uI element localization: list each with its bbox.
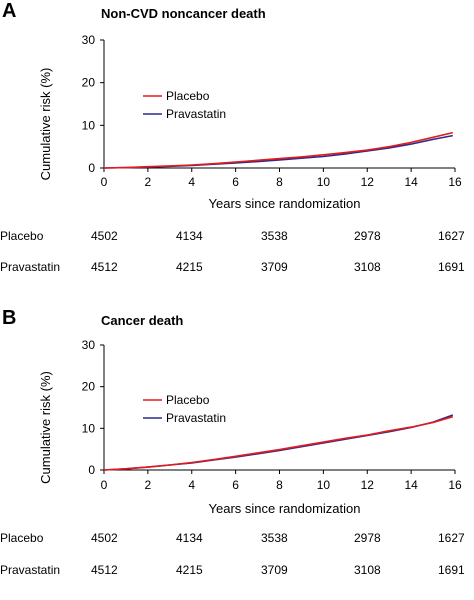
risk-row-label: Placebo <box>0 531 44 545</box>
risk-row-pravastatin: Pravastatin 4512 4215 3709 3108 1691 <box>0 260 474 278</box>
x-tick-label: 6 <box>232 478 239 492</box>
x-tick-label: 12 <box>361 478 375 492</box>
series-line-placebo <box>103 415 454 471</box>
legend-label: Placebo <box>166 89 210 103</box>
risk-value: 1691 <box>438 563 465 577</box>
risk-value: 2978 <box>354 229 381 243</box>
risk-value: 4215 <box>176 563 203 577</box>
risk-row-label: Pravastatin <box>0 260 61 274</box>
risk-value: 1627 <box>438 229 465 243</box>
risk-row-placebo: Placebo 4502 4134 3538 2978 1627 <box>0 531 474 549</box>
risk-value: 3709 <box>261 563 288 577</box>
risk-row-label: Pravastatin <box>0 563 61 577</box>
panel-a: A Non-CVD noncancer death 0 10 20 30 0 2 4 6 8 10… <box>0 0 474 278</box>
x-tick-label: 16 <box>448 175 462 189</box>
x-tick-label: 14 <box>404 175 418 189</box>
risk-value: 4512 <box>91 260 118 274</box>
x-axis-label: Years since randomization <box>209 196 361 211</box>
risk-value: 1691 <box>438 260 465 274</box>
risk-value: 3108 <box>354 260 381 274</box>
y-tick-label: 20 <box>82 76 96 90</box>
series-line-placebo <box>103 131 453 169</box>
chart-title: Cancer death <box>101 313 184 328</box>
x-tick-label: 16 <box>448 478 462 492</box>
chart-plot: 0 10 20 30 0 2 4 6 8 10 12 14 16 Years since randomiz… <box>38 338 462 516</box>
x-tick-label: 8 <box>276 478 283 492</box>
risk-value: 3538 <box>261 531 288 545</box>
risk-value: 3709 <box>261 260 288 274</box>
x-tick-label: 12 <box>361 175 375 189</box>
chart-title: Non-CVD noncancer death <box>101 6 266 21</box>
x-tick-label: 2 <box>145 478 152 492</box>
risk-value: 4134 <box>176 229 203 243</box>
panel-b: B Cancer death 0 10 20 30 0 2 4 6 8 10 12 14 16 Years… <box>0 300 474 600</box>
panel-letter: A <box>2 0 17 22</box>
y-axis-label: Cumulative risk (%) <box>38 371 53 484</box>
legend-label: Placebo <box>166 393 210 407</box>
y-axis-label: Cumulative risk (%) <box>38 68 53 181</box>
risk-value: 1627 <box>438 531 465 545</box>
chart-plot: 0 10 20 30 0 2 4 6 8 10 12 14 16 Years since randomiz… <box>38 33 462 211</box>
y-tick-label: 30 <box>82 33 96 47</box>
panel-letter: B <box>2 307 17 329</box>
y-tick-label: 30 <box>82 338 96 352</box>
y-tick-label: 0 <box>88 463 95 477</box>
y-tick-label: 10 <box>82 421 96 435</box>
x-axis-label: Years since randomization <box>209 501 361 516</box>
risk-value: 3108 <box>354 563 381 577</box>
risk-row-label: Placebo <box>0 229 44 243</box>
risk-value: 2978 <box>354 531 381 545</box>
x-tick-label: 4 <box>188 175 195 189</box>
x-tick-label: 8 <box>276 175 283 189</box>
risk-value: 4512 <box>91 563 118 577</box>
x-tick-label: 0 <box>101 478 108 492</box>
risk-value: 4134 <box>176 531 203 545</box>
x-tick-label: 6 <box>232 175 239 189</box>
x-tick-label: 10 <box>317 478 331 492</box>
x-tick-label: 2 <box>145 175 152 189</box>
legend-label: Pravastatin <box>166 411 226 425</box>
risk-value: 3538 <box>261 229 288 243</box>
y-tick-label: 0 <box>88 161 95 175</box>
x-tick-label: 14 <box>404 478 418 492</box>
x-tick-label: 0 <box>101 175 108 189</box>
risk-row-placebo: Placebo 4502 4134 3538 2978 1627 <box>0 229 474 247</box>
risk-value: 4502 <box>91 531 118 545</box>
series-line-pravastatin <box>103 134 453 169</box>
x-tick-label: 4 <box>188 478 195 492</box>
y-tick-label: 10 <box>82 118 96 132</box>
risk-value: 4215 <box>176 260 203 274</box>
legend-label: Pravastatin <box>166 107 226 121</box>
risk-row-pravastatin: Pravastatin 4512 4215 3709 3108 1691 <box>0 563 474 581</box>
y-tick-label: 20 <box>82 380 96 394</box>
series-line-pravastatin <box>103 414 454 471</box>
risk-value: 4502 <box>91 229 118 243</box>
x-tick-label: 10 <box>317 175 331 189</box>
